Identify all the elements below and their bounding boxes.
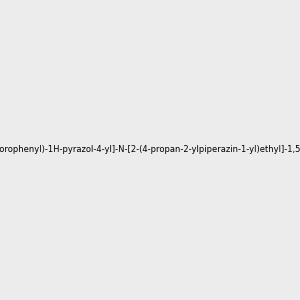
Text: 6-[5-(5-chloro-2,4-difluorophenyl)-1H-pyrazol-4-yl]-N-[2-(4-propan-2-ylpiperazin: 6-[5-(5-chloro-2,4-difluorophenyl)-1H-py… <box>0 146 300 154</box>
